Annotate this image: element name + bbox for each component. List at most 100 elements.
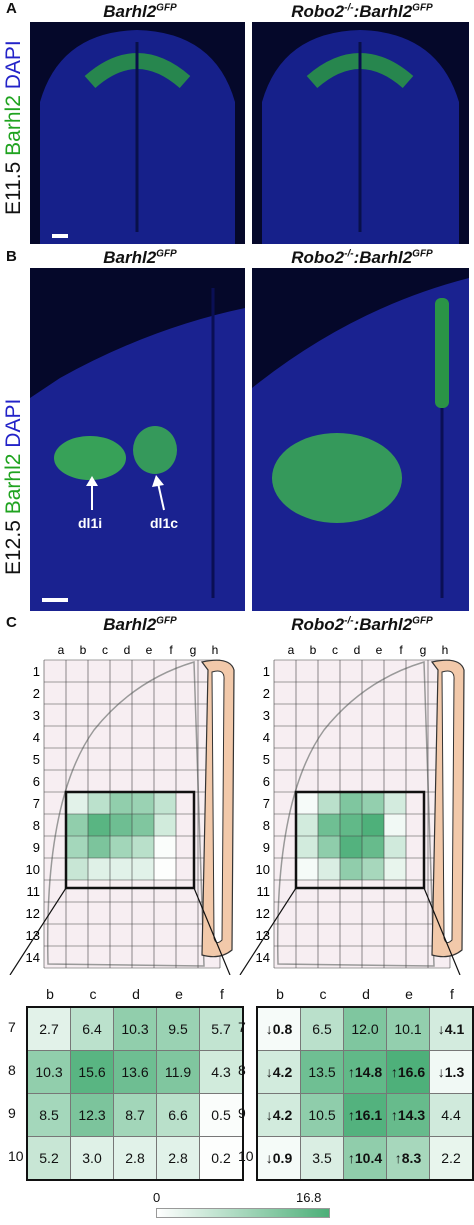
- heat-table-cell: ↓4.1: [429, 1006, 474, 1051]
- grid-heat-cell: [110, 814, 132, 836]
- heat-table-cell: 9.5: [156, 1006, 200, 1051]
- grid-row-label: 14: [256, 950, 270, 965]
- heat-table-cell: 3.5: [300, 1136, 344, 1181]
- panel-a-left-image: [30, 22, 245, 244]
- central-canal-shape: [441, 670, 455, 944]
- heat-column-label: d: [132, 986, 140, 1002]
- colorbar-max-label: 16.8: [296, 1190, 322, 1205]
- grid-column-label: a: [288, 643, 295, 657]
- grid-row-label: 4: [33, 730, 40, 745]
- left-heat-table: 2.7 6.4 10.3 9.5 5.7 10.3 15.6 13.6 11.9 4.3 8.5 12…: [26, 1006, 244, 1181]
- spinal-cord-section-b-left: [30, 268, 245, 611]
- heat-table-cell: 10.5: [300, 1093, 344, 1137]
- panel-a-row-label: E11.5 Barhl2 DAPI: [2, 40, 25, 215]
- grid-row-label: 1: [33, 664, 40, 679]
- grid-heat-cell: [132, 836, 154, 858]
- heat-row-label: 9: [8, 1105, 16, 1121]
- grid-heat-cell: [132, 858, 154, 880]
- grid-row-label: 10: [26, 862, 40, 877]
- grid-column-label: b: [80, 643, 87, 657]
- heat-table-cell: 6.4: [70, 1006, 114, 1051]
- grid-row-label: 12: [256, 906, 270, 921]
- grid-heat-cell: [66, 836, 88, 858]
- heat-table-cell: 12.0: [343, 1006, 387, 1051]
- grid-heat-cell: [296, 792, 318, 814]
- heat-table-cell: 10.3: [26, 1050, 71, 1094]
- grid-heat-cell: [340, 792, 362, 814]
- grid-heat-cell: [362, 814, 384, 836]
- heat-table-cell: 4.4: [429, 1093, 474, 1137]
- heat-table-row: 5.2 3.0 2.8 2.8 0.2: [26, 1136, 244, 1181]
- heat-table-row: ↓0.9 3.5 ↑10.4 ↑8.3 2.2: [256, 1136, 474, 1181]
- heat-table-cell: 10.3: [113, 1006, 157, 1051]
- panel-b-letter: B: [6, 248, 17, 265]
- grid-column-label: h: [442, 643, 449, 657]
- zoom-box: [294, 790, 426, 890]
- grid-heat-cell: [384, 858, 406, 880]
- grid-heat-cell: [154, 858, 176, 880]
- grid-column-label: f: [169, 643, 173, 657]
- grid-heat-cell: [88, 836, 110, 858]
- grid-row-label: 11: [27, 884, 41, 899]
- zoom-line: [423, 887, 461, 975]
- spinal-cord-outline: [46, 661, 205, 967]
- grid-heat-cell: [318, 836, 340, 858]
- heat-table-row: 10.3 15.6 13.6 11.9 4.3: [26, 1050, 244, 1094]
- grid-column-label: f: [399, 643, 403, 657]
- heat-table-cell: 13.5: [300, 1050, 344, 1094]
- grid-row-label: 6: [33, 774, 40, 789]
- grid-row-label: 13: [256, 928, 270, 943]
- zoom-box: [64, 790, 196, 890]
- heat-row-label: 7: [238, 1019, 246, 1035]
- heat-column-label: c: [319, 986, 327, 1002]
- heat-table-cell: 4.3: [199, 1050, 244, 1094]
- heat-row-label: 9: [238, 1105, 246, 1121]
- grid-heat-cell: [110, 858, 132, 880]
- grid-row-label: 8: [263, 818, 270, 833]
- grid-row-label: 5: [33, 752, 40, 767]
- heat-table-cell: 8.5: [26, 1093, 71, 1137]
- grid-row-label: 13: [26, 928, 40, 943]
- grid-row-label: 3: [263, 708, 270, 723]
- grid-row-label: 11: [257, 884, 271, 899]
- grid-column-label: h: [212, 643, 219, 657]
- heat-table-cell: ↑10.4: [343, 1136, 387, 1181]
- heat-table-cell: 0.5: [199, 1093, 244, 1137]
- panel-a-left-title: Barhl2GFP: [103, 2, 177, 21]
- heat-table-cell: ↓1.3: [429, 1050, 474, 1094]
- spinal-cord-section-b-right: [252, 268, 469, 611]
- grid-heat-cell: [362, 792, 384, 814]
- panel-b-row-label: E12.5 Barhl2 DAPI: [2, 398, 25, 575]
- heat-table-cell: ↓4.2: [256, 1050, 301, 1094]
- heat-table-row: ↓0.8 6.5 12.0 10.1 ↓4.1: [256, 1006, 474, 1051]
- panel-b-left-image: dl1i dl1c: [30, 268, 245, 611]
- heat-column-label: b: [46, 986, 54, 1002]
- grid-heat-cell: [132, 814, 154, 836]
- grid-heat-cell: [318, 814, 340, 836]
- grid-column-label: b: [310, 643, 317, 657]
- zoom-line: [239, 887, 297, 975]
- grid-row-label: 9: [33, 840, 40, 855]
- heat-table-cell: ↑8.3: [386, 1136, 430, 1181]
- grid-heat-cell: [318, 858, 340, 880]
- grid-row-label: 9: [263, 840, 270, 855]
- heat-table-row: ↓4.2 13.5 ↑14.8 ↑16.6 ↓1.3: [256, 1050, 474, 1094]
- panel-b-right-title: Robo2-/-:Barhl2GFP: [291, 248, 433, 267]
- heat-table-cell: 2.2: [429, 1136, 474, 1181]
- grid-heat-cell: [154, 836, 176, 858]
- grid-row-label: 3: [33, 708, 40, 723]
- grid-heat-cell: [384, 792, 406, 814]
- grid-column-label: e: [146, 643, 153, 657]
- grid-heat-cell: [66, 858, 88, 880]
- heat-table-cell: 5.7: [199, 1006, 244, 1051]
- panel-b-right-image: [252, 268, 469, 611]
- panel-c-letter: C: [6, 614, 17, 631]
- grid-heat-cell: [154, 792, 176, 814]
- grid-column-label: c: [332, 643, 338, 657]
- grid-column-label: d: [354, 643, 361, 657]
- heat-table-cell: 6.5: [300, 1006, 344, 1051]
